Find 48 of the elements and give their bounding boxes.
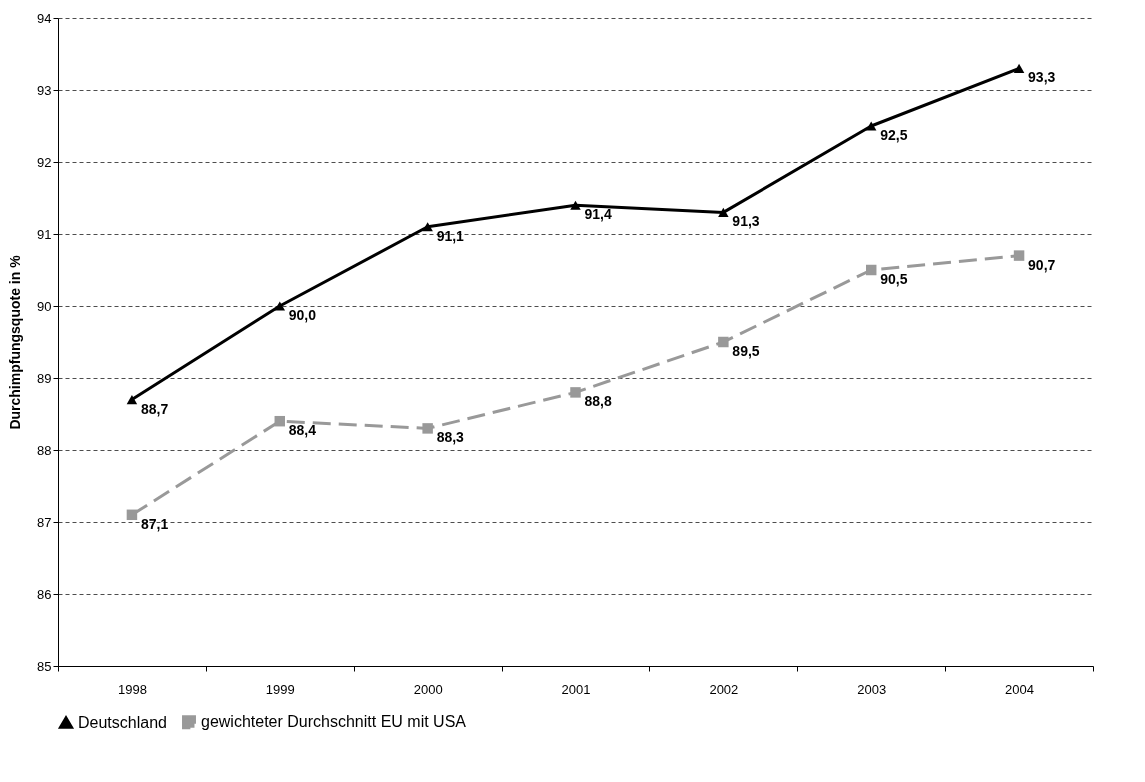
point: [422, 222, 433, 232]
data-label: 91,3: [732, 213, 760, 230]
data-label: 88,8: [584, 393, 612, 410]
data-label: 87,1: [140, 515, 169, 532]
y-axis-title: Durchimpfungsquote in %: [7, 254, 24, 430]
data-label: 93,3: [1028, 69, 1056, 86]
x-tick-label: 2001: [561, 681, 591, 697]
x-tick-label: 2004: [1005, 681, 1035, 697]
data-label: 88,3: [436, 429, 465, 446]
data-label: 91,4: [584, 206, 612, 223]
y-tick-label: 90: [37, 298, 52, 314]
data-label: 90,7: [1028, 256, 1056, 273]
y-tick-label: 85: [37, 658, 52, 674]
data-label: 92,5: [880, 127, 908, 143]
x-tick-label: 2000: [413, 681, 443, 697]
data-label: 88,4: [288, 422, 317, 439]
point: [274, 415, 286, 427]
y-tick-label: 92: [37, 154, 52, 170]
y-tick-label: 88: [37, 442, 52, 458]
point: [422, 423, 433, 434]
point: [1013, 250, 1025, 261]
point: [865, 121, 877, 131]
data-label: 90,5: [880, 271, 908, 287]
y-tick-label: 86: [37, 586, 52, 602]
data-label: 89,5: [732, 343, 760, 359]
point: [570, 200, 581, 210]
data-label: 90,0: [288, 307, 317, 323]
point: [1013, 63, 1025, 73]
y-tick-label: 93: [37, 82, 52, 98]
data-label: 91,1: [436, 227, 465, 244]
legend-label: gewichteter Durchschnitt EU mit USA: [201, 713, 467, 731]
point: [274, 301, 286, 311]
point: [126, 395, 138, 405]
y-tick-label: 87: [37, 514, 52, 530]
x-tick-label: 2003: [857, 681, 887, 697]
point: [865, 264, 877, 276]
point: [718, 207, 729, 217]
x-tick-label: 1998: [117, 681, 147, 697]
y-tick-label: 91: [37, 226, 52, 242]
point: [570, 387, 581, 398]
point: [718, 336, 729, 348]
legend-label: Deutschland: [78, 713, 167, 731]
y-tick-label: 89: [37, 370, 52, 386]
x-tick-label: 1999: [265, 681, 295, 697]
y-tick-label: 94: [37, 10, 52, 26]
x-tick-label: 2002: [709, 681, 739, 697]
data-label: 88,7: [140, 400, 169, 417]
point: [126, 509, 138, 521]
